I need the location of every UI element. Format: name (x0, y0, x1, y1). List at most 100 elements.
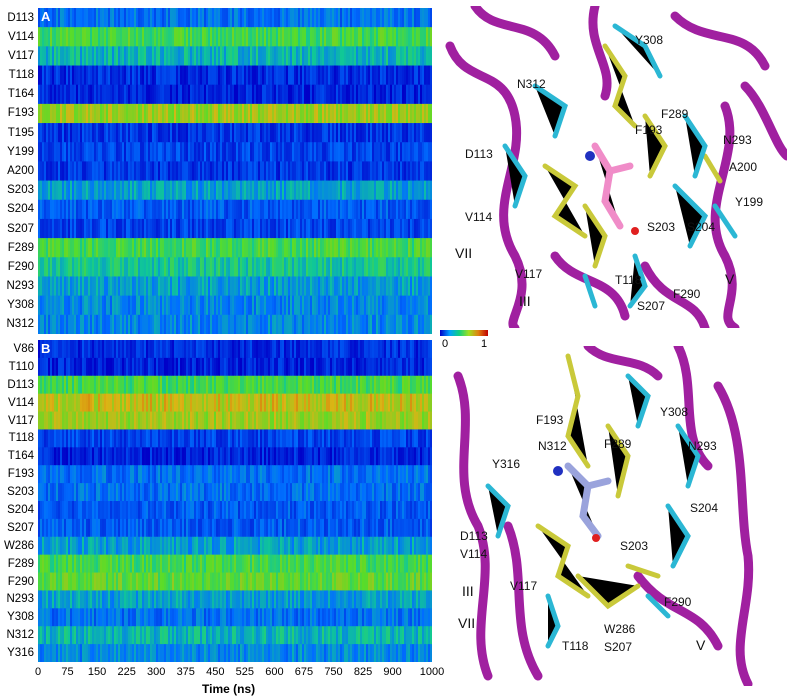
heatmap-a-cell (140, 238, 143, 258)
heatmap-a-cell (132, 314, 135, 335)
heatmap-a-cell (260, 27, 263, 47)
heatmap-a-cell (170, 65, 173, 86)
heatmap-a-cell (414, 199, 417, 220)
heatmap-a-cell (256, 65, 259, 86)
heatmap-a-cell (194, 142, 197, 162)
heatmap-a-cell (72, 295, 75, 316)
heatmap-a-cell (190, 314, 193, 335)
heatmap-a-cell (266, 142, 269, 162)
heatmap-b-cell (64, 375, 67, 395)
heatmap-b-cell (76, 393, 79, 413)
heatmap-a-cell (52, 295, 55, 316)
heatmap-b-cell (196, 393, 199, 413)
heatmap-a-cell (152, 46, 155, 67)
heatmap-b-cell (144, 429, 147, 448)
heatmap-a-cell (276, 314, 279, 335)
heatmap-b-cell (324, 447, 327, 466)
heatmap-a-cell (200, 218, 203, 239)
heatmap-a-cell (254, 103, 257, 124)
heatmap-a-cell (272, 180, 275, 201)
heatmap-a-cell (156, 257, 159, 277)
heatmap-a-row-label: V117 (7, 49, 34, 62)
heatmap-a-cell (142, 46, 145, 67)
heatmap-b-cell (42, 483, 45, 502)
heatmap-b-cell (148, 357, 151, 377)
heatmap-a-cell (340, 46, 343, 67)
heatmap-a-cell (88, 27, 91, 47)
heatmap-a-cell (140, 257, 143, 277)
heatmap-a-cell (220, 180, 223, 201)
heatmap-a-cell (172, 46, 175, 67)
heatmap-a-cell (224, 295, 227, 316)
heatmap-b-cell (220, 375, 223, 395)
heatmap-a-cell (250, 238, 253, 258)
heatmap-a-cell (242, 46, 245, 67)
heatmap-b-cell (128, 375, 131, 395)
heatmap-a-cell (348, 46, 351, 67)
heatmap-b-cell (58, 340, 61, 359)
heatmap-a-cell (70, 46, 73, 67)
heatmap-a-cell (214, 84, 217, 105)
heatmap-a-cell (318, 314, 321, 335)
heatmap-a-cell (382, 314, 385, 335)
heatmap-a-cell (380, 238, 383, 258)
heatmap-a-cell (390, 65, 393, 86)
heatmap-a-cell (270, 142, 273, 162)
heatmap-a-cell (408, 8, 411, 28)
heatmap-b-cell (182, 357, 185, 377)
heatmap-a-cell (204, 27, 207, 47)
heatmap-b-cell (288, 411, 291, 430)
heatmap-a-cell (260, 295, 263, 316)
heatmap-a-cell (372, 295, 375, 316)
heatmap-a-cell (222, 180, 225, 201)
heatmap-a-cell (246, 142, 249, 162)
heatmap-a-cell (356, 238, 359, 258)
heatmap-a-cell (196, 142, 199, 162)
heatmap-a-cell (144, 295, 147, 316)
heatmap-a-cell (226, 276, 229, 297)
heatmap-b-cell (108, 447, 111, 466)
heatmap-a-cell (162, 218, 165, 239)
heatmap-a-cell (428, 46, 431, 67)
heatmap-a-cell (206, 103, 209, 124)
heatmap-a-cell (302, 123, 305, 143)
heatmap-a-cell (430, 180, 433, 201)
heatmap-b-cell (274, 429, 277, 448)
heatmap-b-cell (56, 447, 59, 466)
heatmap-a-cell (96, 161, 99, 182)
heatmap-a-cell (398, 142, 401, 162)
heatmap-a-cell (346, 161, 349, 182)
heatmap-a-cell (156, 84, 159, 105)
heatmap-a-cell (320, 257, 323, 277)
heatmap-b-cell (302, 357, 305, 377)
heatmap-a-cell (44, 199, 47, 220)
heatmap-a-cell (292, 46, 295, 67)
heatmap-a-cell (384, 103, 387, 124)
heatmap-b-cell (64, 429, 67, 448)
heatmap-a-cell (134, 218, 137, 239)
heatmap-a-cell (290, 276, 293, 297)
heatmap-b-cell (58, 375, 61, 395)
heatmap-a-cell (380, 295, 383, 316)
heatmap-a-cell (86, 46, 89, 67)
heatmap-a-cell (100, 314, 103, 335)
heatmap-a-cell (106, 46, 109, 67)
heatmap-b-cell (288, 340, 291, 359)
heatmap-a-cell (288, 180, 291, 201)
heatmap-b-cell (208, 429, 211, 448)
heatmap-a-cell (38, 257, 41, 277)
heatmap-a-cell (268, 123, 271, 143)
heatmap-b-cell (250, 429, 253, 448)
heatmap-a-cell (286, 65, 289, 86)
heatmap-a-cell (284, 276, 287, 297)
heatmap-b-cell (162, 429, 165, 448)
heatmap-a-cell (396, 65, 399, 86)
heatmap-a-cell (186, 218, 189, 239)
heatmap-a-cell (310, 180, 313, 201)
heatmap-b-cell (216, 429, 219, 448)
heatmap-a-cell (224, 46, 227, 67)
heatmap-a-cell (292, 84, 295, 105)
heatmap-b-cell (298, 447, 301, 466)
heatmap-b-cell (120, 357, 123, 377)
heatmap-b-cell (92, 375, 95, 395)
